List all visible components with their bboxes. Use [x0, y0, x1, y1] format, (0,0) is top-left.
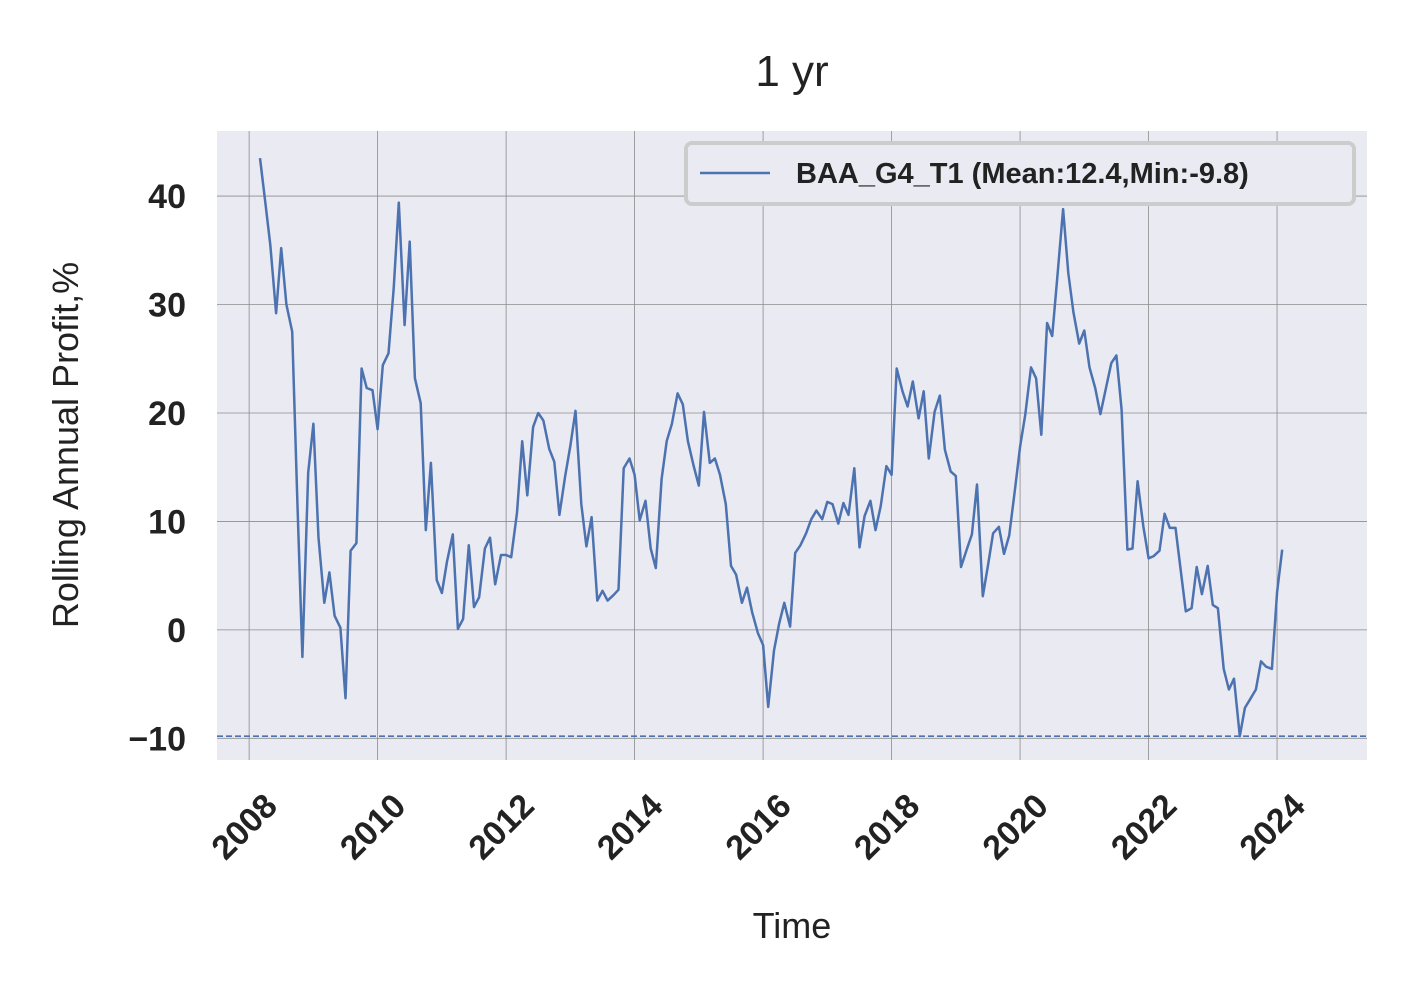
x-axis-label: Time — [753, 905, 832, 946]
grid-lines — [217, 131, 1367, 760]
y-tick-label: 0 — [167, 612, 186, 650]
x-axis-ticks: 2008 2010 2012 2014 2016 2018 2020 2022 2024 — [204, 787, 1312, 867]
x-tick-label: 2020 — [975, 787, 1055, 867]
x-tick-label: 2008 — [204, 787, 284, 867]
legend: BAA_G4_T1 (Mean:12.4,Min:-9.8) — [684, 141, 1356, 206]
x-tick-label: 2010 — [333, 787, 413, 867]
y-axis-label: Rolling Annual Profit,% — [45, 262, 86, 628]
y-tick-label: 10 — [148, 503, 186, 541]
x-tick-label: 2018 — [847, 787, 927, 867]
legend-label: BAA_G4_T1 (Mean:12.4,Min:-9.8) — [796, 158, 1249, 190]
chart-title: 1 yr — [755, 47, 828, 96]
plot-area — [217, 131, 1367, 760]
x-tick-label: 2022 — [1104, 787, 1184, 867]
series-line-0 — [258, 157, 1284, 738]
y-tick-label: −10 — [128, 720, 186, 758]
y-tick-label: 20 — [148, 395, 186, 433]
x-tick-label: 2014 — [590, 787, 670, 867]
legend-box — [684, 141, 1356, 206]
y-axis-ticks: −10 0 10 20 30 40 — [128, 178, 186, 758]
x-tick-label: 2024 — [1232, 787, 1312, 867]
x-tick-label: 2012 — [461, 787, 541, 867]
x-tick-label: 2016 — [718, 787, 798, 867]
y-tick-label: 40 — [148, 178, 186, 216]
y-tick-label: 30 — [148, 287, 186, 325]
series-lines — [258, 157, 1284, 738]
